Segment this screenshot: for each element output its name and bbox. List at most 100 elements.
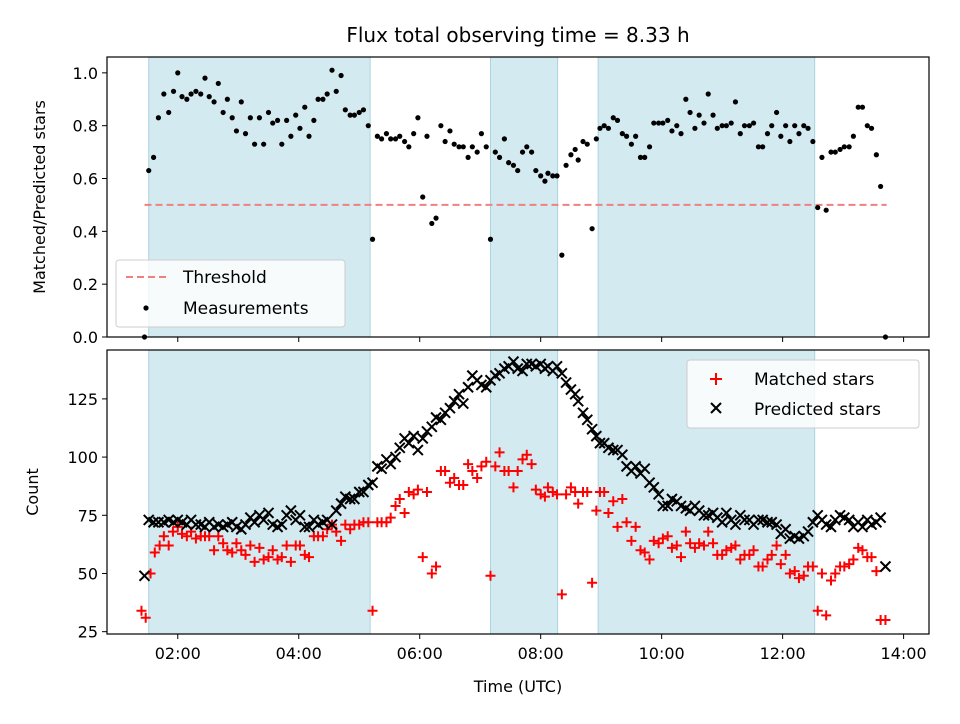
matched-star-point-77 [485,570,496,581]
predicted-star-point-56 [394,442,406,454]
measurement-point-63 [429,220,435,227]
top-ytick-label-2: 0.4 [73,222,98,241]
bottom-xtick-label-3: 08:00 [518,644,564,663]
predicted-star-point-46 [348,493,361,505]
matched-star-point-145 [789,566,800,577]
measurement-point-121 [687,109,693,116]
measurement-point-52 [379,136,385,142]
measurement-point-99 [589,226,595,232]
matched-star-point-50 [363,517,374,528]
predicted-star-point-67 [444,402,456,414]
matched-star-point-9 [177,528,188,539]
matched-star-point-112 [639,547,650,558]
measurement-point-153 [832,149,838,155]
measurement-point-50 [369,236,376,242]
measurement-point-65 [438,123,444,129]
measurement-point-117 [669,128,675,134]
measurement-point-131 [732,99,739,105]
measurement-point-11 [193,88,199,94]
chart-title: Flux total observing time = 8.33 h [346,23,689,47]
predicted-star-point-152 [825,521,837,533]
measurement-point-44 [342,107,348,113]
predicted-star-point-131 [729,518,742,531]
matched-star-point-7 [167,526,178,537]
matched-star-point-140 [766,549,777,560]
measurement-point-129 [723,123,729,129]
matched-star-point-51 [367,605,378,616]
predicted-star-point-65 [435,414,447,426]
predicted-star-point-0 [138,570,151,582]
measurement-point-64 [433,215,439,221]
matched-star-point-82 [508,482,519,493]
measurement-point-105 [614,117,621,123]
bottom-shade-0 [148,349,371,635]
predicted-star-point-128 [716,516,728,528]
measurement-point-80 [506,160,512,166]
matched-star-point-126 [703,526,714,537]
matched-star-point-73 [467,466,478,477]
measurement-point-15 [211,99,217,105]
measurement-point-123 [696,112,702,118]
matched-star-point-65 [431,561,442,572]
matched-star-point-120 [676,552,687,563]
predicted-star-point-36 [303,521,315,533]
top-legend: Threshold Measurements [115,259,346,328]
measurement-point-148 [810,138,816,145]
predicted-star-point-138 [761,516,774,528]
bottom-legend: Matched stars Predicted stars [686,359,920,429]
predicted-star-point-109 [629,460,642,473]
measurement-point-128 [719,123,725,129]
measurement-point-163 [878,183,884,190]
measurement-point-114 [656,120,662,126]
predicted-star-point-26 [257,514,270,526]
predicted-star-point-104 [607,444,619,456]
predicted-star-point-63 [426,421,438,433]
measurement-point-154 [837,146,843,153]
predicted-star-point-60 [412,444,424,456]
measurement-point-67 [447,128,453,134]
measurement-point-81 [510,162,517,168]
predicted-star-point-140 [770,518,783,531]
legend-matched-label: Matched stars [754,370,874,390]
x-axis-label: Time (UTC) [473,677,562,696]
predicted-star-point-99 [586,423,598,435]
legend-measurements-label: Measurements [183,299,309,319]
matched-star-point-31 [276,552,287,563]
predicted-star-point-45 [344,493,356,505]
top-x-axis-ticks [177,337,905,342]
measurement-point-23 [247,115,253,121]
matched-star-point-63 [421,487,432,497]
predicted-star-point-133 [738,514,751,526]
matched-star-point-45 [340,519,351,530]
measurement-point-104 [610,115,616,121]
measurement-point-88 [542,178,548,184]
predicted-star-point-136 [752,514,765,526]
measurement-point-38 [315,96,321,102]
matched-star-point-37 [304,552,315,563]
measurement-point-149 [815,204,821,211]
matched-star-point-62 [417,552,428,563]
predicted-star-point-142 [779,523,792,535]
measurement-point-34 [297,125,303,131]
top-ytick-label-1: 0.2 [73,275,98,294]
measurement-point-74 [478,131,485,137]
predicted-star-point-22 [239,518,252,531]
measurement-point-61 [420,194,426,200]
measurement-point-71 [465,154,471,160]
matched-star-point-81 [503,466,514,477]
measurement-point-40 [324,91,330,97]
legend-predicted-swatch [710,402,722,414]
matched-star-point-0 [136,605,147,616]
measurement-point-5 [166,109,172,116]
matched-star-point-35 [294,540,305,551]
measurement-point-102 [601,123,607,129]
measurement-point-91 [554,173,560,179]
top-ytick-label-3: 0.6 [73,170,98,189]
measurement-point-141 [778,133,784,139]
matched-star-point-106 [612,521,623,532]
measurement-point-46 [351,112,357,118]
matched-star-point-104 [603,507,614,518]
measurement-point-86 [533,167,539,174]
top-legend-box [115,259,346,328]
